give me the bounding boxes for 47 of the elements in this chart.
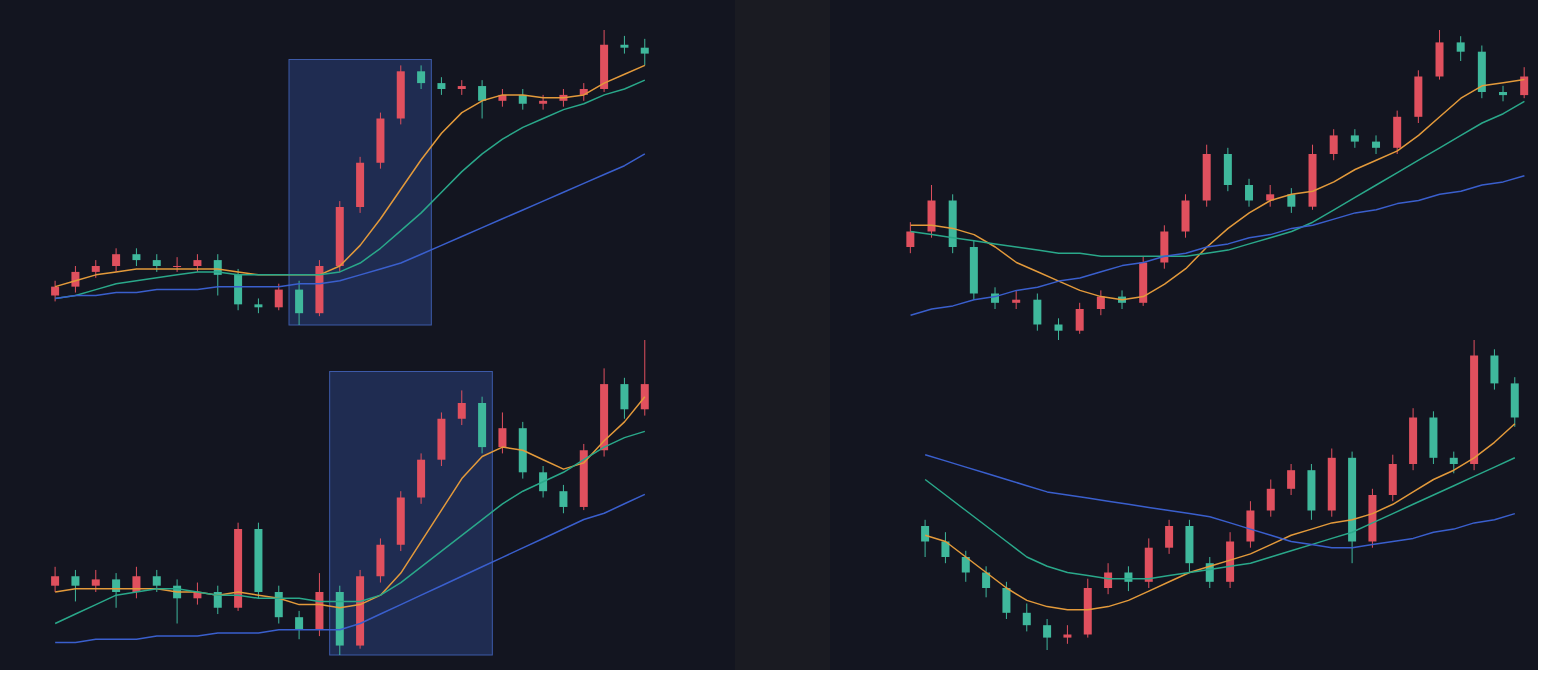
- candlestick: [51, 566, 60, 593]
- candlestick: [1329, 128, 1338, 161]
- candlestick: [1287, 187, 1296, 214]
- candlestick: [539, 465, 548, 498]
- candlestick: [51, 280, 60, 302]
- candlestick: [1022, 603, 1031, 632]
- candlestick: [71, 265, 80, 294]
- candlestick: [457, 389, 466, 426]
- candlestick: [1266, 184, 1275, 208]
- candlestick: [295, 280, 304, 325]
- candlestick: [1104, 562, 1113, 595]
- candlestick: [1266, 479, 1275, 518]
- candlestick: [961, 550, 970, 583]
- candlestick: [941, 531, 950, 564]
- candlestick: [518, 88, 527, 111]
- candlestick: [1499, 85, 1508, 102]
- candlestick: [173, 256, 182, 273]
- candlestick: [1054, 317, 1063, 340]
- candlestick: [112, 247, 121, 273]
- candlestick: [213, 585, 222, 615]
- candlestick: [1043, 618, 1052, 650]
- candlestick: [640, 38, 649, 66]
- candlestick: [498, 411, 507, 454]
- candlestick: [1245, 178, 1254, 208]
- candlestick: [1350, 128, 1359, 149]
- candlestick: [1372, 134, 1381, 155]
- candlestick: [559, 484, 568, 514]
- candlestick: [295, 610, 304, 640]
- candlestick: [1456, 35, 1465, 62]
- candlestick: [91, 569, 100, 593]
- candlestick: [1520, 66, 1529, 99]
- candlestick: [1449, 451, 1458, 474]
- candlestick: [417, 64, 426, 90]
- candlestick: [539, 94, 548, 111]
- candlestick: [1096, 289, 1105, 316]
- candlestick: [906, 221, 915, 254]
- candlestick: [1063, 624, 1072, 645]
- candlestick: [1075, 302, 1084, 335]
- candlestick: [1287, 463, 1296, 496]
- candlestick: [1165, 519, 1174, 555]
- candlestick: [982, 565, 991, 598]
- candlestick: [921, 519, 930, 558]
- candlestick: [1012, 289, 1021, 310]
- candlestick: [152, 569, 161, 593]
- candlestick: [274, 283, 283, 311]
- candlestick: [71, 569, 80, 602]
- candlestick: [478, 79, 487, 119]
